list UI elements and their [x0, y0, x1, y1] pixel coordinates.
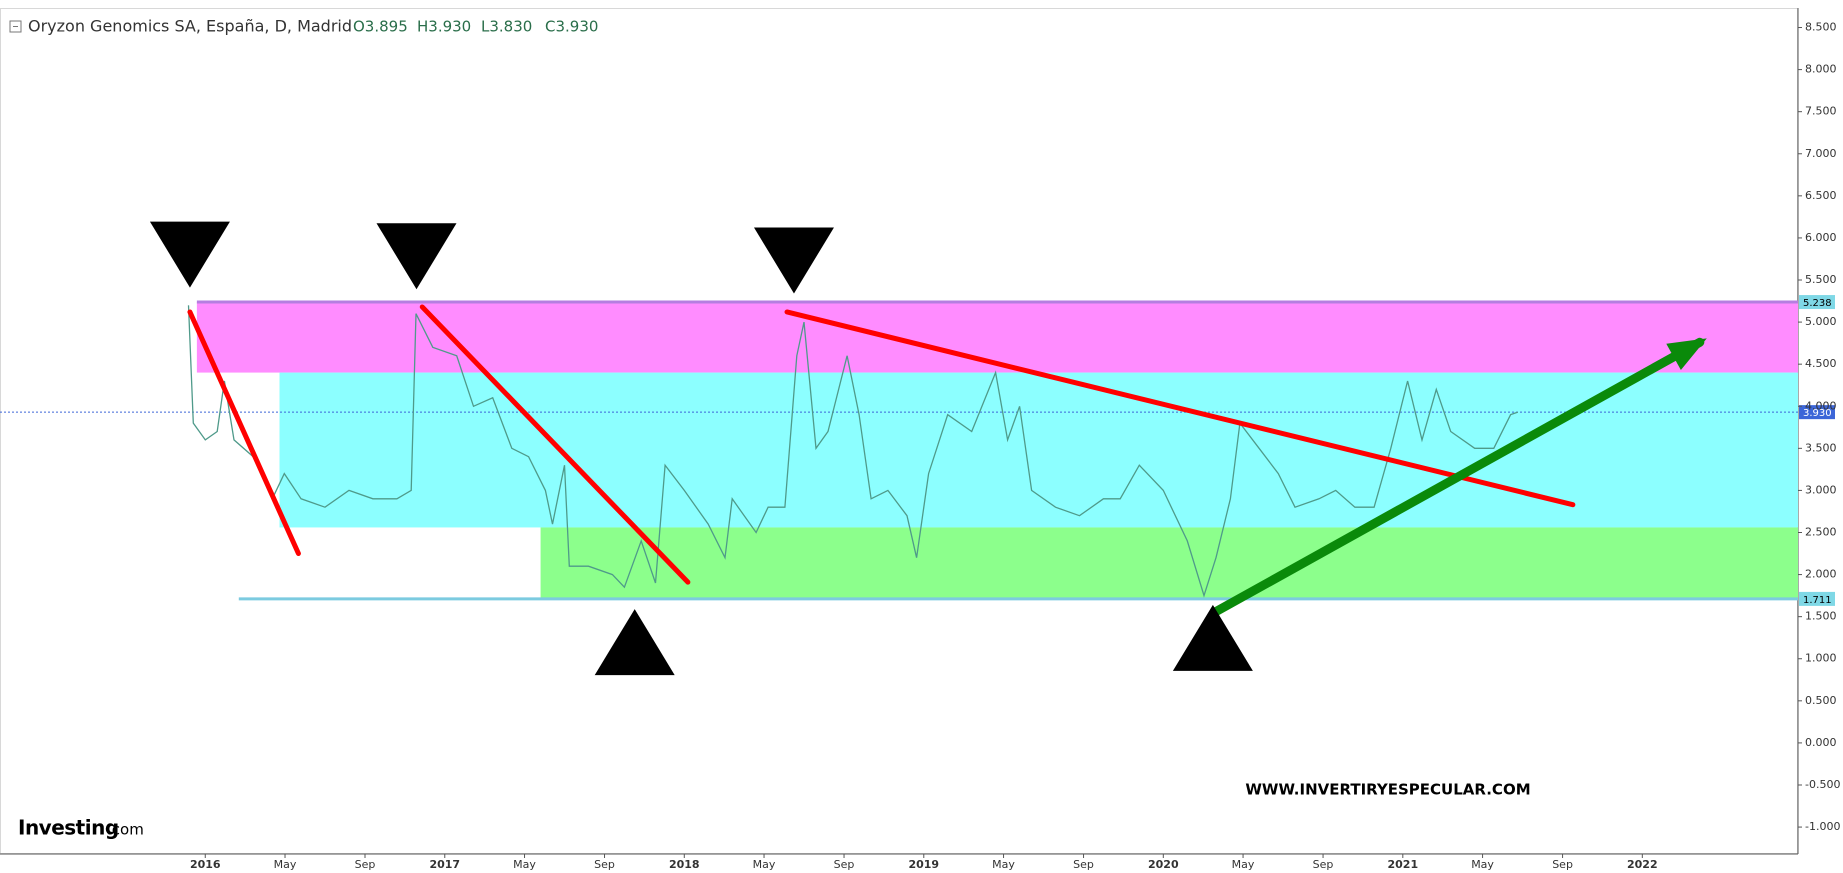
x-tick-label: May — [992, 858, 1015, 871]
y-tick-label: -0.500 — [1805, 778, 1840, 791]
y-tick-label: 4.000 — [1805, 399, 1837, 412]
y-tick-label: 2.000 — [1805, 568, 1837, 581]
price-label: 1.711 — [1803, 595, 1832, 606]
x-tick-label: 2019 — [908, 858, 939, 871]
logo-suffix: .com — [107, 821, 144, 839]
y-tick-label: 1.500 — [1805, 610, 1837, 623]
x-tick-label: Sep — [355, 858, 376, 871]
triangle-marker — [594, 609, 675, 676]
y-tick-label: 4.500 — [1805, 357, 1837, 370]
levels — [0, 300, 1798, 601]
x-tick-label: May — [1232, 858, 1255, 871]
x-tick-label: May — [1471, 858, 1494, 871]
collapse-icon[interactable] — [9, 20, 22, 33]
triangle-marker — [149, 221, 230, 288]
y-tick-label: 6.000 — [1805, 231, 1837, 244]
trendlines — [187, 304, 1707, 617]
x-tick-label: Sep — [1073, 858, 1094, 871]
triangle-marker — [376, 223, 457, 290]
y-tick-label: 5.000 — [1805, 315, 1837, 328]
trend-line — [419, 304, 691, 585]
zone — [540, 527, 1798, 599]
watermark: WWW.INVERTIRYESPECULAR.COM — [1245, 781, 1530, 799]
y-tick-label: 3.000 — [1805, 483, 1837, 496]
logo-brand: Investing — [18, 816, 119, 840]
price-label-box — [1799, 405, 1835, 420]
x-tick-label: May — [753, 858, 776, 871]
axes: 5.238 3.930 1.711 8.500 8.000 7.500 7.000 6.500… — [190, 21, 1841, 871]
x-tick-label: 2020 — [1148, 858, 1179, 871]
x-tick-label: 2018 — [669, 858, 700, 871]
y-tick-label: 8.500 — [1805, 21, 1837, 34]
y-tick-label: 0.000 — [1805, 736, 1837, 749]
triangle-marker — [753, 227, 834, 294]
trend-line — [784, 309, 1576, 508]
markers — [149, 221, 1253, 676]
price-line — [187, 305, 1519, 598]
y-tick-label: 0.500 — [1805, 694, 1837, 707]
price-label-box — [1799, 591, 1835, 606]
chart-title: Oryzon Genomics SA, España, D, Madrid — [28, 17, 352, 36]
zones — [196, 302, 1798, 599]
arrow-line — [1211, 337, 1705, 617]
ohlc-value: C3.930 — [545, 18, 598, 36]
x-tick-label: May — [274, 858, 297, 871]
arrow-head — [1666, 338, 1707, 370]
y-tick-label: 7.000 — [1805, 147, 1837, 160]
y-tick-label: 8.000 — [1805, 63, 1837, 76]
price-label-box — [1799, 295, 1835, 310]
x-tick-label: May — [513, 858, 536, 871]
y-tick-label: 6.500 — [1805, 189, 1837, 202]
zone — [279, 372, 1798, 528]
y-tick-label: 1.000 — [1805, 652, 1837, 665]
price-label: 5.238 — [1803, 298, 1832, 309]
ohlc-value: O3.895 — [353, 18, 408, 36]
y-tick-label: 5.500 — [1805, 273, 1837, 286]
x-tick-label: Sep — [594, 858, 615, 871]
x-tick-label: 2022 — [1627, 858, 1658, 871]
x-tick-label: 2017 — [429, 858, 460, 871]
y-tick-label: 2.500 — [1805, 525, 1837, 538]
x-tick-label: Sep — [1313, 858, 1334, 871]
x-tick-label: Sep — [1552, 858, 1573, 871]
x-tick-label: 2021 — [1387, 858, 1418, 871]
price-label: 3.930 — [1803, 408, 1832, 419]
ohlc-value: H3.930 — [417, 18, 471, 36]
y-tick-label: -1.000 — [1805, 820, 1840, 833]
y-tick-label: 3.500 — [1805, 441, 1837, 454]
x-tick-label: 2016 — [190, 858, 221, 871]
x-tick-label: Sep — [834, 858, 855, 871]
trend-line — [187, 309, 301, 557]
series — [187, 305, 1519, 598]
triangle-marker — [1172, 604, 1253, 671]
zone — [196, 302, 1798, 373]
ohlc: O3.895 H3.930 L3.830 C3.930 — [353, 18, 598, 36]
ohlc-value: L3.830 — [481, 18, 532, 36]
y-tick-label: 7.500 — [1805, 105, 1837, 118]
